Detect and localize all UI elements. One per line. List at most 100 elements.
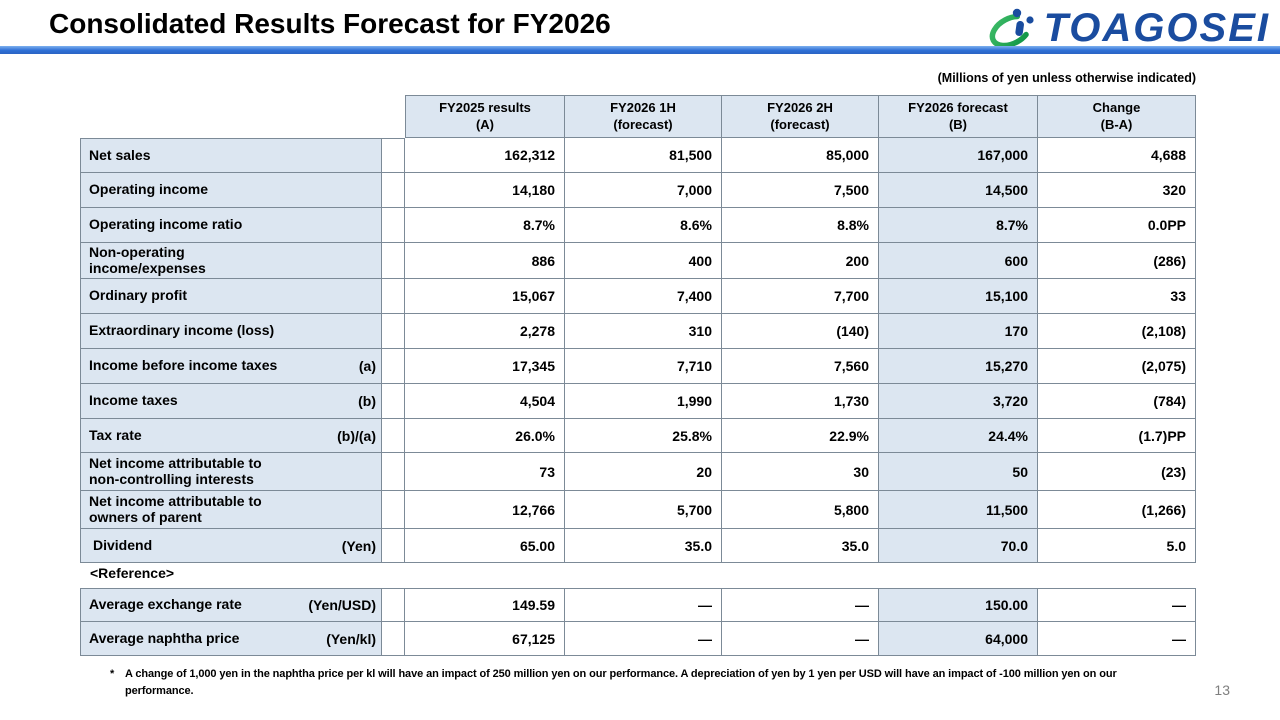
table-row-operating-income: Operating income 14,180 7,000 7,500 14,5…	[80, 173, 1196, 208]
row-label-cell: Operating income	[80, 173, 382, 208]
cell-change: 5.0	[1038, 529, 1196, 563]
row-label-cell: Ordinary profit	[80, 279, 382, 314]
row-label-cell: Net sales	[80, 138, 382, 173]
spacer-cell	[382, 384, 405, 419]
col-header-fy2026-forecast: FY2026 forecast (B)	[879, 95, 1038, 138]
cell-change: (1.7)PP	[1038, 419, 1196, 453]
cell-change: (23)	[1038, 453, 1196, 491]
cell-fy2026-forecast: 14,500	[879, 173, 1038, 208]
row-sub-label: (b)	[358, 393, 376, 409]
cell-fy2026-1h: 1,990	[565, 384, 722, 419]
table-row-net-sales: Net sales 162,312 81,500 85,000 167,000 …	[80, 138, 1196, 173]
table-row-net-income-parent: Net income attributable to owners of par…	[80, 491, 1196, 529]
cell-fy2026-forecast: 64,000	[879, 622, 1038, 656]
cell-fy2026-forecast: 15,270	[879, 349, 1038, 384]
logo-g-mark-icon	[986, 5, 1044, 51]
cell-fy2026-1h: 81,500	[565, 138, 722, 173]
cell-fy2025-results: 162,312	[405, 138, 565, 173]
reference-table: Average exchange rate (Yen/USD) 149.59 — …	[80, 588, 1196, 656]
cell-fy2026-forecast: 24.4%	[879, 419, 1038, 453]
cell-change: (1,266)	[1038, 491, 1196, 529]
row-label: Net sales	[89, 146, 151, 163]
cell-fy2025-results: 73	[405, 453, 565, 491]
cell-fy2025-results: 15,067	[405, 279, 565, 314]
table-row-operating-income-ratio: Operating income ratio 8.7% 8.6% 8.8% 8.…	[80, 208, 1196, 243]
cell-fy2026-2h: 7,560	[722, 349, 879, 384]
cell-fy2026-1h: —	[565, 622, 722, 656]
cell-change: (2,075)	[1038, 349, 1196, 384]
cell-fy2025-results: 886	[405, 243, 565, 279]
col-header-fy2026-2h: FY2026 2H (forecast)	[722, 95, 879, 138]
row-label: Average naphtha price	[89, 629, 240, 646]
cell-fy2026-2h: 7,700	[722, 279, 879, 314]
cell-fy2026-1h: 7,400	[565, 279, 722, 314]
row-label: Net income attributable to non-controlli…	[89, 454, 262, 487]
row-label-cell: Net income attributable to owners of par…	[80, 491, 382, 529]
cell-fy2026-1h: —	[565, 588, 722, 622]
cell-fy2025-results: 26.0%	[405, 419, 565, 453]
row-label-cell: Net income attributable to non-controlli…	[80, 453, 382, 491]
cell-fy2026-1h: 20	[565, 453, 722, 491]
cell-fy2026-2h: 200	[722, 243, 879, 279]
cell-fy2025-results: 65.00	[405, 529, 565, 563]
footnote: * A change of 1,000 yen in the naphtha p…	[110, 666, 1188, 700]
cell-fy2026-1h: 400	[565, 243, 722, 279]
row-label: Operating income ratio	[89, 216, 243, 233]
spacer-cell	[382, 622, 405, 656]
row-label: Net income attributable to owners of par…	[89, 492, 262, 525]
title-underline-blue	[0, 46, 1280, 54]
table-row-naphtha-price: Average naphtha price (Yen/kl) 67,125 — —…	[80, 622, 1196, 656]
row-label-cell: Tax rate (b)/(a)	[80, 419, 382, 453]
footnote-marker: *	[110, 668, 115, 680]
col-header-fy2026-1h: FY2026 1H (forecast)	[565, 95, 722, 138]
col-header-change: Change (B-A)	[1038, 95, 1196, 138]
spacer-cell	[382, 314, 405, 349]
row-label: Operating income	[89, 181, 209, 198]
row-label: Ordinary profit	[89, 287, 188, 304]
cell-fy2026-1h: 25.8%	[565, 419, 722, 453]
cell-change: (784)	[1038, 384, 1196, 419]
cell-fy2026-forecast: 8.7%	[879, 208, 1038, 243]
row-label: Dividend	[93, 536, 153, 553]
spacer-cell	[382, 138, 405, 173]
table-header-row: FY2025 results (A) FY2026 1H (forecast) …	[405, 95, 1196, 138]
logo-wordmark: TOAGOSEI	[1043, 6, 1270, 50]
row-label: Average exchange rate	[89, 596, 242, 613]
spacer-cell	[382, 173, 405, 208]
page-title: Consolidated Results Forecast for FY2026	[49, 8, 611, 39]
cell-change: 0.0PP	[1038, 208, 1196, 243]
row-label-cell: Income taxes (b)	[80, 384, 382, 419]
cell-fy2026-1h: 5,700	[565, 491, 722, 529]
row-label: Extraordinary income (loss)	[89, 322, 275, 339]
spacer-cell	[382, 491, 405, 529]
cell-fy2025-results: 8.7%	[405, 208, 565, 243]
spacer-cell	[382, 588, 405, 622]
table-row-income-taxes: Income taxes (b) 4,504 1,990 1,730 3,720 …	[80, 384, 1196, 419]
row-sub-label: (a)	[358, 358, 376, 374]
row-sub-label: (Yen)	[341, 537, 376, 554]
reference-heading: <Reference>	[90, 565, 175, 581]
cell-change: 33	[1038, 279, 1196, 314]
cell-change: —	[1038, 622, 1196, 656]
title-underline-green	[0, 57, 1280, 62]
table-row-extraordinary-income: Extraordinary income (loss) 2,278 310 (1…	[80, 314, 1196, 349]
cell-fy2025-results: 67,125	[405, 622, 565, 656]
cell-fy2026-forecast: 50	[879, 453, 1038, 491]
spacer-cell	[382, 279, 405, 314]
table-row-net-income-nci: Net income attributable to non-controlli…	[80, 453, 1196, 491]
cell-fy2026-forecast: 600	[879, 243, 1038, 279]
row-label-cell: Extraordinary income (loss)	[80, 314, 382, 349]
cell-change: 4,688	[1038, 138, 1196, 173]
cell-fy2026-2h: 85,000	[722, 138, 879, 173]
row-label: Tax rate	[89, 426, 142, 443]
table-row-dividend: Dividend (Yen) 65.00 35.0 35.0 70.0 5.0	[80, 529, 1196, 563]
cell-fy2026-forecast: 167,000	[879, 138, 1038, 173]
col-header-fy2025-results: FY2025 results (A)	[405, 95, 565, 138]
row-label: Non-operating income/expenses	[89, 243, 206, 276]
table-row-tax-rate: Tax rate (b)/(a) 26.0% 25.8% 22.9% 24.4% …	[80, 419, 1196, 453]
row-label-cell: Dividend (Yen)	[80, 529, 382, 563]
spacer-cell	[382, 243, 405, 279]
cell-fy2026-2h: 7,500	[722, 173, 879, 208]
cell-fy2026-forecast: 70.0	[879, 529, 1038, 563]
cell-fy2026-1h: 7,000	[565, 173, 722, 208]
